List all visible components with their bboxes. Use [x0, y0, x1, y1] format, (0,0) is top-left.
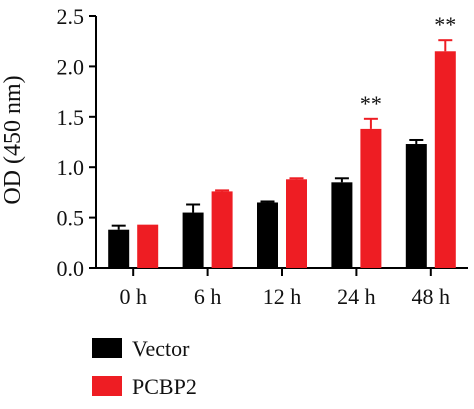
- bar-PCBP2-2: [286, 179, 307, 268]
- legend-swatch-Vector: [92, 338, 122, 358]
- bar-PCBP2-1: [211, 191, 233, 268]
- y-tick-label-0: 0.0: [57, 256, 85, 281]
- legend: Vector PCBP2: [92, 336, 197, 399]
- bar-Vector-1: [182, 212, 204, 268]
- bar-PCBP2-3: [360, 128, 382, 268]
- y-tick-label-5: 2.5: [57, 4, 85, 29]
- y-tick-label-1: 0.5: [57, 206, 85, 231]
- x-tick-label-0: 0 h: [119, 284, 147, 309]
- bar-Vector-0: [108, 229, 130, 268]
- y-axis-label: OD (450 nm): [0, 75, 26, 204]
- x-tick-label-3: 24 h: [337, 284, 376, 309]
- x-tick-label-4: 48 h: [412, 284, 451, 309]
- x-tick-labels: 0 h 6 h 12 h 24 h 48 h: [119, 284, 450, 309]
- x-tick-label-1: 6 h: [194, 284, 222, 309]
- significance-PCBP2-3: **: [360, 91, 382, 116]
- axes: 0.0 0.5 1.0 1.5 2.0 2.5: [57, 4, 468, 281]
- legend-label-Vector: Vector: [132, 336, 190, 361]
- bars: ** **: [108, 12, 456, 268]
- legend-swatch-PCBP2: [92, 376, 122, 396]
- y-tick-label-2: 1.0: [57, 155, 85, 180]
- bar-Vector-2: [257, 202, 278, 268]
- x-tick-label-2: 12 h: [263, 284, 302, 309]
- y-tick-label-3: 1.5: [57, 105, 85, 130]
- bar-PCBP2-0: [137, 224, 159, 268]
- y-tick-label-4: 2.0: [57, 54, 85, 79]
- bar-Vector-3: [331, 182, 353, 268]
- bar-Vector-4: [405, 144, 427, 268]
- significance-PCBP2-4: **: [434, 12, 456, 37]
- bar-PCBP2-4: [434, 51, 456, 268]
- legend-label-PCBP2: PCBP2: [132, 374, 197, 399]
